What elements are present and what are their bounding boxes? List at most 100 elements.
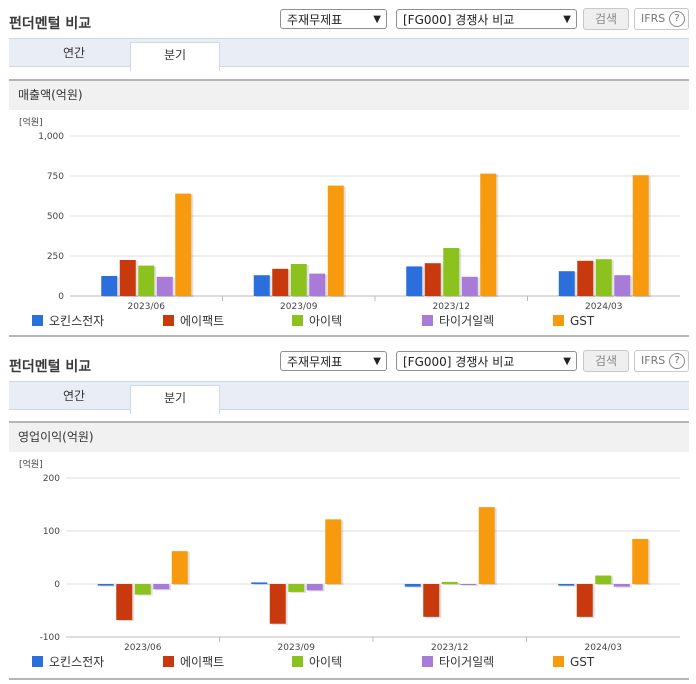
section-divider [9,335,689,337]
chevron-down-icon: ▼ [563,14,571,25]
revenue-panel: 펀더멘털 비교 주재무제표 ▼ [FG000] 경쟁사 비교 ▼ 검색 IFRS… [0,0,696,340]
legend-item-gst[interactable]: GST [553,313,594,329]
bar [423,584,440,617]
statement-select[interactable]: 주재무제표 ▼ [280,351,387,371]
legend-label: 타이거일렉 [439,655,495,669]
legend-swatch [163,315,174,326]
legend-swatch [292,315,303,326]
bar-shadow [253,583,270,585]
revenue-chart: [억원] 0 250 500 750 1,000 2023/06 2023/09 2023/12… [19,116,680,312]
y-tick-label: 200 [43,474,60,484]
period-tabs: 연간 분기 [9,381,689,414]
legend-item-itec[interactable]: 아이텍 [292,313,342,329]
legend-item-okins[interactable]: 오킨스전자 [32,313,104,329]
legend-label: 오킨스전자 [49,314,105,328]
panel-title: 펀더멘털 비교 [9,16,92,32]
y-tick-label: 100 [43,527,60,537]
chevron-down-icon: ▼ [563,356,571,367]
tab-quarterly[interactable]: 분기 [130,385,220,414]
bar-shadow [560,585,577,587]
panel-title: 펀더멘털 비교 [9,359,92,375]
x-tick-label: 2023/06 [124,643,162,653]
bar [171,551,188,584]
help-icon: ? [669,353,685,369]
legend-label: 아이텍 [309,314,343,328]
operating-profit-panel: 펀더멘털 비교 주재무제표 ▼ [FG000] 경쟁사 비교 ▼ 검색 IFRS… [0,342,696,684]
tab-annual[interactable]: 연간 [62,389,86,403]
x-tick-label: 2023/09 [280,302,318,312]
bar [156,276,173,296]
y-tick-label: 0 [58,292,64,302]
legend-item-apact[interactable]: 에이팩트 [163,654,224,670]
ifrs-label: IFRS [641,354,666,367]
operating-profit-chart: [억원] -100 0 100 200 2023/06 2023/09 2023/12 2024… [19,458,680,653]
chevron-down-icon: ▼ [373,356,381,367]
legend-label: GST [570,314,595,328]
unit-label: [억원] [19,116,43,128]
compare-select[interactable]: [FG000] 경쟁사 비교 ▼ [396,351,577,371]
bar [478,507,495,584]
bar-shadow [462,585,479,586]
legend-label: 에이팩트 [180,655,225,669]
y-tick-label: 250 [47,252,64,262]
legend-label: 오킨스전자 [49,655,105,669]
ifrs-label: IFRS [641,12,666,25]
legend-swatch [32,315,43,326]
chart-legend: 오킨스전자 에이팩트 아이텍 타이거일렉 GST [32,654,672,670]
search-button[interactable]: 검색 [583,8,629,30]
ifrs-help-button[interactable]: IFRS ? [634,8,689,30]
bar [253,275,270,296]
bar [101,276,118,296]
section-divider [9,678,689,680]
legend-item-okins[interactable]: 오킨스전자 [32,654,104,670]
legend-item-gst[interactable]: GST [553,654,594,670]
bar [577,260,594,296]
legend-swatch [422,656,433,667]
bar [119,260,136,296]
legend-label: 아이텍 [309,655,343,669]
bar [595,575,612,584]
compare-select[interactable]: [FG000] 경쟁사 비교 ▼ [396,9,577,29]
y-tick-label: 1,000 [38,132,64,142]
bar [306,584,323,591]
bar [595,259,612,296]
bar [558,584,575,586]
legend-swatch [553,656,564,667]
bar [134,584,151,595]
x-tick-label: 2023/12 [431,643,468,653]
bar [461,276,478,296]
legend-label: 타이거일렉 [439,314,495,328]
bar [269,584,286,624]
bar [632,175,649,296]
bar [327,185,344,296]
x-tick-label: 2023/09 [278,643,316,653]
bar [153,584,170,590]
bar [632,538,649,584]
tab-annual[interactable]: 연간 [62,46,86,60]
legend-swatch [163,656,174,667]
tab-quarterly[interactable]: 분기 [130,42,220,71]
bar [614,275,631,296]
legend-swatch [422,315,433,326]
bar [272,268,289,296]
statement-select-value: 주재무제표 [287,355,343,369]
period-tabs: 연간 분기 [9,38,689,71]
chevron-down-icon: ▼ [373,14,381,25]
bar [116,584,133,621]
statement-select[interactable]: 주재무제표 ▼ [280,9,387,29]
legend-item-itec[interactable]: 아이텍 [292,654,342,670]
legend-item-tiger[interactable]: 타이거일렉 [422,313,494,329]
bar [288,584,305,592]
bar [460,584,477,585]
bar [613,584,630,587]
search-button[interactable]: 검색 [583,350,629,372]
bar [290,264,307,296]
legend-swatch [32,656,43,667]
ifrs-help-button[interactable]: IFRS ? [634,350,689,372]
bar [251,582,268,584]
legend-item-tiger[interactable]: 타이거일렉 [422,654,494,670]
bar [441,581,458,584]
bar [404,584,421,587]
legend-swatch [292,656,303,667]
legend-item-apact[interactable]: 에이팩트 [163,313,224,329]
